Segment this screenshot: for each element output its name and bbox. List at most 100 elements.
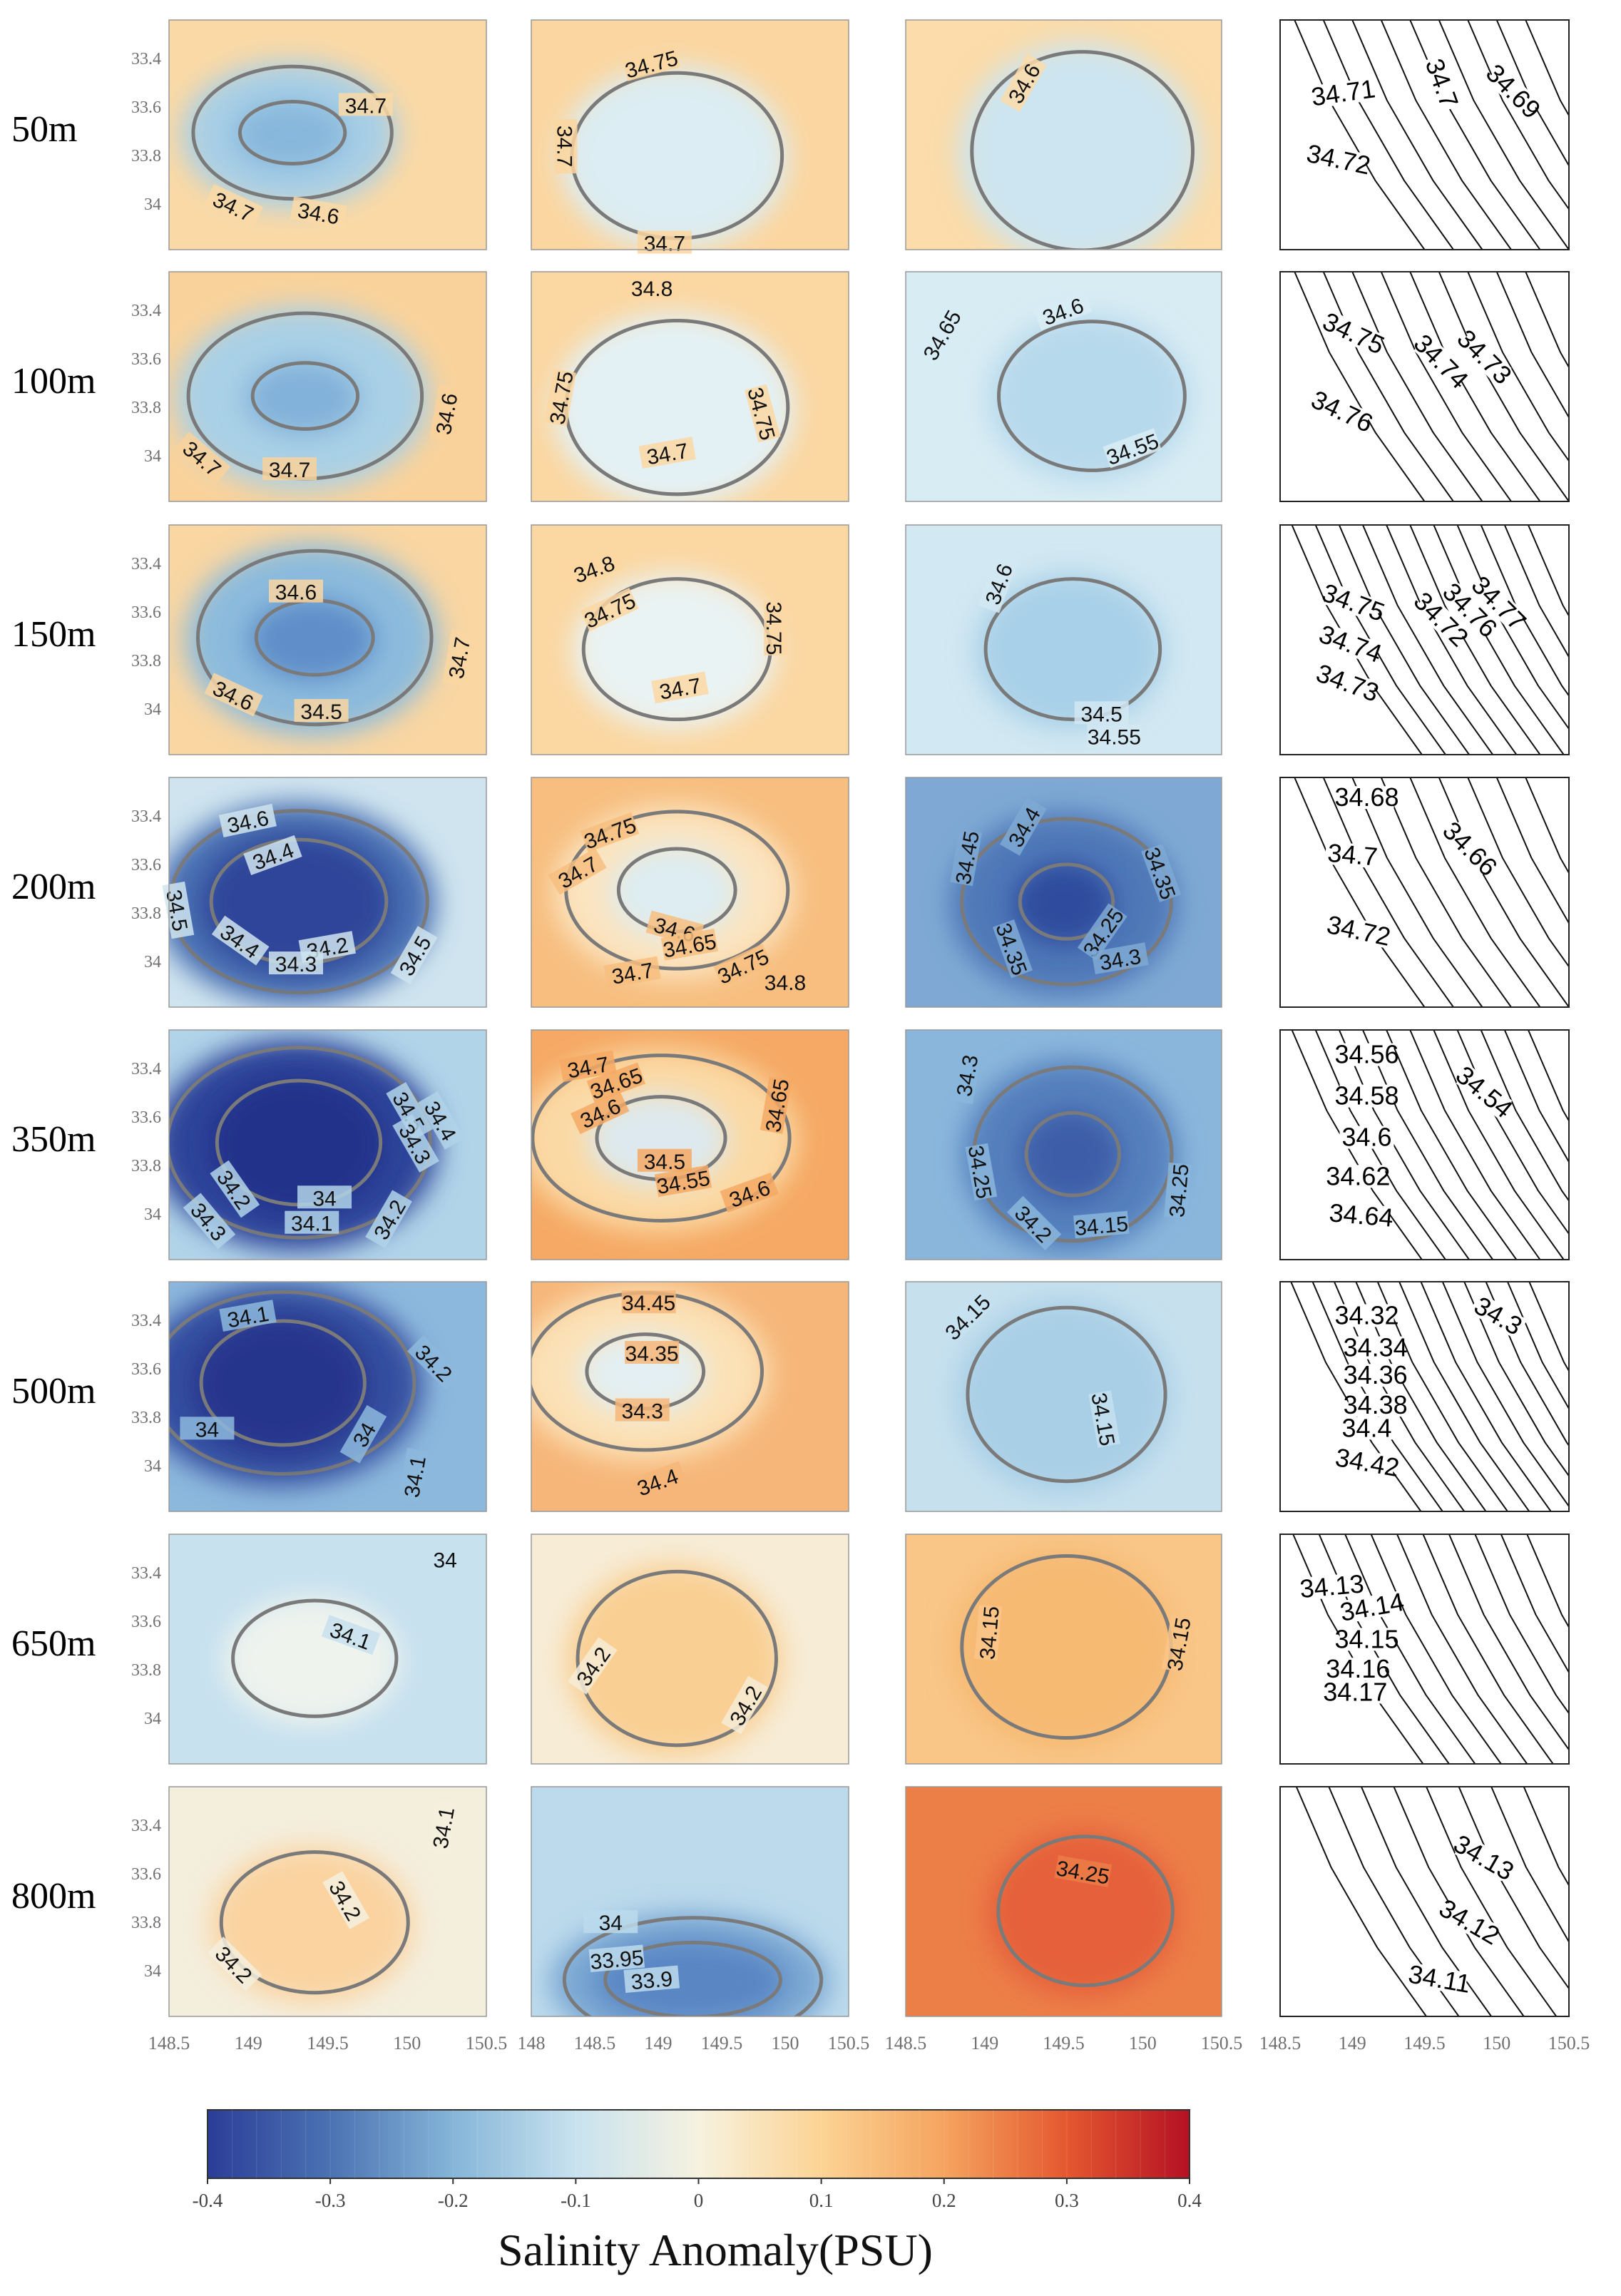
contour-label: 34.38 [1344, 1390, 1408, 1419]
contour-label-bg [417, 1091, 465, 1150]
contour-label-bg [580, 588, 639, 632]
contour-label-bg [950, 828, 983, 887]
colorbar-title: Salinity Anomaly(PSU) [498, 2225, 933, 2275]
depth-label-50m: 50m [11, 109, 77, 150]
anomaly-region [950, 1548, 1177, 1750]
contour-label-bg [1421, 53, 1462, 113]
anomaly-region [975, 573, 1165, 730]
isoline [1458, 1787, 1569, 1990]
isoline [1362, 525, 1494, 755]
contour-label-bg [1054, 1855, 1112, 1887]
contour-label-bg [418, 1547, 473, 1571]
panel-frame [531, 271, 849, 502]
contour-label: 34 [599, 1912, 623, 1935]
contour-label: 34.3 [275, 953, 317, 976]
lat-tick-label: 33.6 [131, 1865, 161, 1884]
isoline [1338, 525, 1470, 755]
colorbar: -0.4 -0.3 -0.2 -0.1 0 0.1 0.2 0.3 0.4 Salinity An… [193, 2109, 1202, 2275]
panel-frame [168, 777, 487, 1008]
panel-frame [905, 524, 1222, 755]
contour-label-bg [338, 93, 393, 116]
contour-label-bg [625, 1341, 680, 1364]
panel-frame [531, 19, 849, 250]
panel-background [1280, 272, 1569, 501]
isoline [1376, 1282, 1508, 1511]
lat-tick-label: 33.4 [131, 1817, 161, 1835]
panel-background [1280, 777, 1569, 1007]
contour-label-bg [622, 45, 680, 81]
panel-frame [1279, 1534, 1570, 1765]
depth-label-650m: 650m [11, 1623, 96, 1664]
lat-tick-label: 34 [144, 1457, 161, 1476]
contour-label-bg [1442, 822, 1498, 877]
contour-label-bg [1413, 592, 1468, 647]
contour-label: 34.7 [1326, 838, 1379, 872]
contour-label-bg [1471, 576, 1526, 631]
longitude-ticks: 148.5 149 149.5 150 150.5 148 148.5 149 149.5 150… [148, 2033, 1590, 2053]
contour-label-bg [219, 1300, 277, 1332]
contour-line [195, 549, 434, 727]
isoline [1526, 1534, 1569, 1629]
depth-labels: 50m 100m 150m 200m 350m 500m 650m 800m [11, 109, 96, 1917]
contour-label-bg [243, 835, 302, 875]
panel-frame [531, 1786, 849, 2017]
contour-label-bg [744, 384, 781, 443]
contour-label: 34.15 [1334, 1624, 1398, 1653]
contour-label: 34.45 [622, 1292, 675, 1315]
contour-label-bg [211, 915, 270, 966]
contour-label-bg [603, 956, 661, 989]
anomaly-region [988, 315, 1190, 481]
panel-800m-col3: 34.25 [905, 1786, 1222, 2017]
contour-label-bg [183, 1193, 236, 1250]
contour-label: 34.62 [1326, 1161, 1390, 1190]
contour-label-bg [583, 1910, 638, 1934]
contour-label-bg [204, 183, 263, 228]
contour-label-bg [1343, 1591, 1401, 1623]
contour-label: 34.7 [345, 94, 387, 118]
anomaly-region [588, 1094, 728, 1186]
isoline [1322, 777, 1454, 1007]
colorbar-tick-label: -0.3 [315, 2190, 346, 2211]
contour-label-bg [426, 1799, 459, 1857]
colorbar-tick-label: 0.3 [1055, 2190, 1079, 2211]
isoline [1294, 272, 1426, 501]
contour-label-bg [1033, 290, 1093, 331]
depth-label-100m: 100m [11, 361, 96, 402]
contour-label-bg [210, 1160, 260, 1218]
contour-label-bg [564, 548, 623, 588]
contour-label: 34.7 [553, 126, 576, 167]
contour-label-bg [764, 601, 787, 655]
panel-background [1280, 1534, 1569, 1764]
isoline [1433, 525, 1565, 755]
isoline [1292, 1534, 1424, 1764]
contour-label-bg [559, 1050, 617, 1083]
panel-frame [905, 1786, 1222, 2017]
panel-frame [1279, 271, 1570, 502]
contour-label-bg [1339, 1126, 1394, 1149]
contour-label: 34.7 [269, 459, 310, 482]
isoline [1433, 1030, 1565, 1260]
contour-line [237, 100, 347, 165]
contour-label: 34.16 [1326, 1654, 1390, 1683]
contour-label-bg [1348, 1394, 1403, 1417]
panel-frame [905, 271, 1222, 502]
lat-tick-label: 33.6 [131, 98, 161, 117]
lon-tick-label: 148.5 [1259, 2033, 1302, 2053]
panel-frame [531, 1534, 849, 1765]
lat-tick-label: 34 [144, 195, 161, 214]
isoline [1474, 1534, 1569, 1715]
lon-tick-label: 150.5 [466, 2033, 508, 2053]
panel-frame [1279, 524, 1570, 755]
panel-frame [905, 777, 1222, 1008]
panel-frame [1279, 19, 1570, 250]
panel-150m-col1: 34.634.6 34.534.7 [168, 524, 487, 755]
contour-label-bg [720, 1173, 779, 1213]
lat-tick-label: 33.6 [131, 1108, 161, 1127]
contour-line [250, 361, 360, 431]
contour-label-bg [1339, 1628, 1394, 1651]
